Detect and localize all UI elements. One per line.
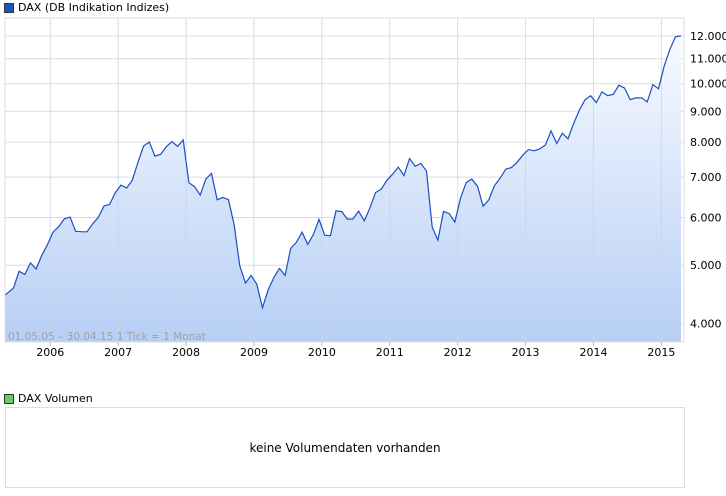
price-area — [5, 35, 681, 343]
price-legend: DAX (DB Indikation Indizes) — [4, 1, 169, 14]
y-tick-label: 10.000 — [690, 78, 726, 91]
x-tick-label: 2012 — [444, 346, 472, 359]
x-tick-label: 2015 — [647, 346, 675, 359]
x-tick-label: 2014 — [579, 346, 607, 359]
volume-legend-swatch — [4, 393, 14, 404]
range-note: 01.05.05 – 30.04.15 1 Tick = 1 Monat — [8, 331, 206, 343]
y-tick-label: 9.000 — [690, 105, 722, 118]
volume-empty-message: keine Volumendaten vorhanden — [249, 440, 441, 455]
plot-frame — [4, 17, 685, 343]
price-legend-label: DAX (DB Indikation Indizes) — [18, 1, 170, 14]
y-tick-label: 6.000 — [690, 211, 722, 224]
x-tick-label: 2011 — [376, 346, 404, 359]
y-tick-label: 8.000 — [690, 136, 722, 149]
y-tick-label: 11.000 — [690, 53, 726, 66]
y-tick-label: 5.000 — [690, 259, 722, 272]
price-legend-swatch — [4, 2, 14, 13]
x-tick-label: 2010 — [308, 346, 336, 359]
x-tick-label: 2013 — [512, 346, 540, 359]
volume-panel: keine Volumendaten vorhanden — [5, 407, 685, 488]
price-chart: 4.000 5.000 6.000 7.000 8.000 9.000 10.000 11.0… — [4, 17, 726, 359]
x-tick-label: 2007 — [104, 346, 132, 359]
y-tick-label: 12.000 — [690, 30, 726, 43]
y-tick-label: 7.000 — [690, 171, 722, 184]
volume-legend: DAX Volumen — [4, 392, 93, 405]
price-line — [4, 35, 682, 311]
x-tick-label: 2006 — [36, 346, 64, 359]
volume-legend-label: DAX Volumen — [18, 392, 93, 405]
x-tick-label: 2008 — [172, 346, 200, 359]
y-tick-label: 4.000 — [690, 318, 722, 331]
x-tick-label: 2009 — [240, 346, 268, 359]
